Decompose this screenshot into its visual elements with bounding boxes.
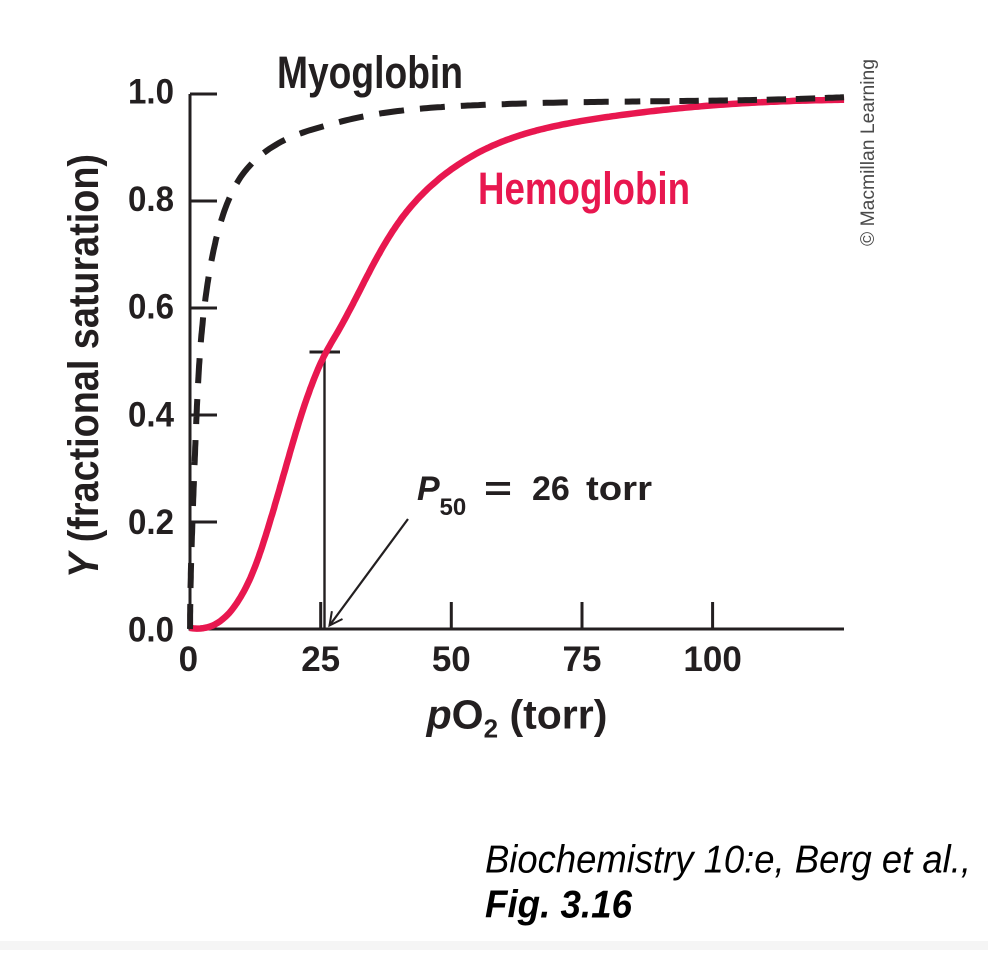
svg-text:0.2: 0.2 <box>128 503 174 542</box>
svg-text:25: 25 <box>301 640 340 679</box>
svg-text:0.4: 0.4 <box>128 395 175 434</box>
svg-text:75: 75 <box>563 640 602 679</box>
svg-text:50: 50 <box>432 640 471 679</box>
svg-text:100: 100 <box>683 640 741 679</box>
svg-text:pO2 (torr): pO2 (torr) <box>426 692 608 744</box>
svg-text:Hemoglobin: Hemoglobin <box>478 163 690 214</box>
svg-text:0.6: 0.6 <box>128 288 174 327</box>
svg-text:Fig. 3.16: Fig. 3.16 <box>485 884 632 927</box>
svg-text:0: 0 <box>179 640 198 679</box>
svg-text:© Macmillan Learning: © Macmillan Learning <box>858 59 879 246</box>
svg-text:1.0: 1.0 <box>128 73 174 112</box>
svg-text:Myoglobin: Myoglobin <box>277 47 463 98</box>
svg-text:Biochemistry 10:e, Berg et al.: Biochemistry 10:e, Berg et al., <box>485 839 971 882</box>
svg-text:Y (fractional saturation): Y (fractional saturation) <box>60 154 108 578</box>
svg-text:0.0: 0.0 <box>128 611 174 650</box>
svg-text:0.8: 0.8 <box>128 180 174 219</box>
